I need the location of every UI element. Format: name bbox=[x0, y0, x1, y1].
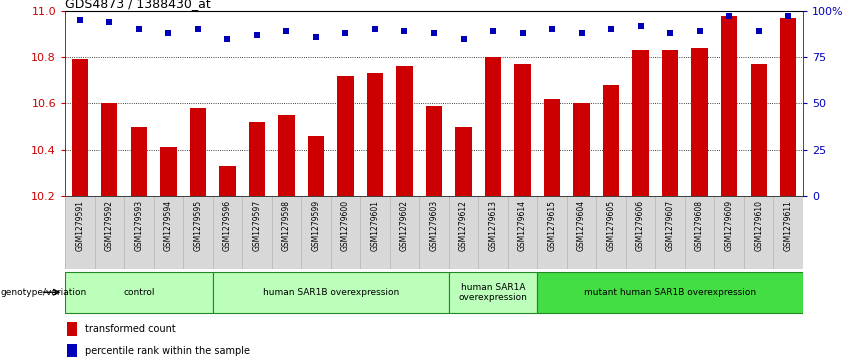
Text: mutant human SAR1B overexpression: mutant human SAR1B overexpression bbox=[584, 288, 756, 297]
Text: GSM1279596: GSM1279596 bbox=[223, 200, 232, 251]
Bar bbox=[65, 272, 213, 313]
Bar bbox=[308, 136, 324, 196]
Point bbox=[368, 26, 382, 32]
Text: control: control bbox=[123, 288, 155, 297]
Text: GSM1279606: GSM1279606 bbox=[636, 200, 645, 251]
Point bbox=[191, 26, 205, 32]
Point bbox=[250, 32, 264, 38]
Bar bbox=[338, 76, 353, 196]
Text: GSM1279615: GSM1279615 bbox=[548, 200, 556, 250]
Point bbox=[279, 28, 293, 34]
Bar bbox=[485, 57, 501, 196]
Bar bbox=[279, 115, 294, 196]
Bar bbox=[603, 85, 619, 196]
Bar bbox=[544, 99, 560, 196]
Text: GSM1279608: GSM1279608 bbox=[695, 200, 704, 250]
Point bbox=[73, 17, 87, 23]
Text: GSM1279603: GSM1279603 bbox=[430, 200, 438, 251]
Point bbox=[427, 30, 441, 36]
Bar bbox=[161, 147, 176, 196]
Text: GSM1279605: GSM1279605 bbox=[607, 200, 615, 251]
Bar bbox=[367, 73, 383, 196]
Point bbox=[604, 26, 618, 32]
Text: GSM1279611: GSM1279611 bbox=[784, 200, 792, 250]
Bar bbox=[456, 127, 471, 196]
Bar bbox=[633, 50, 648, 196]
Point bbox=[634, 23, 648, 29]
Point bbox=[220, 36, 234, 41]
Point bbox=[339, 30, 352, 36]
Bar bbox=[131, 127, 147, 196]
Point bbox=[516, 30, 529, 36]
Point bbox=[486, 28, 500, 34]
Point bbox=[663, 30, 677, 36]
Bar bbox=[780, 18, 796, 196]
Point bbox=[781, 13, 795, 19]
Text: GSM1279600: GSM1279600 bbox=[341, 200, 350, 251]
Bar bbox=[721, 16, 737, 196]
Bar bbox=[67, 322, 77, 336]
Point bbox=[545, 26, 559, 32]
Text: GSM1279612: GSM1279612 bbox=[459, 200, 468, 250]
Text: GDS4873 / 1388430_at: GDS4873 / 1388430_at bbox=[65, 0, 211, 10]
Bar bbox=[397, 66, 412, 196]
Bar bbox=[574, 103, 589, 196]
Text: GSM1279607: GSM1279607 bbox=[666, 200, 674, 251]
Text: GSM1279614: GSM1279614 bbox=[518, 200, 527, 250]
Text: GSM1279597: GSM1279597 bbox=[253, 200, 261, 251]
Bar bbox=[426, 106, 442, 196]
Bar bbox=[220, 166, 235, 196]
Text: GSM1279598: GSM1279598 bbox=[282, 200, 291, 250]
Point bbox=[457, 36, 470, 41]
Point bbox=[102, 19, 116, 25]
Bar bbox=[213, 272, 449, 313]
Bar bbox=[72, 60, 88, 196]
Point bbox=[752, 28, 766, 34]
Point bbox=[693, 28, 707, 34]
Text: human SAR1A
overexpression: human SAR1A overexpression bbox=[458, 283, 528, 302]
Bar bbox=[190, 108, 206, 196]
Bar bbox=[751, 64, 766, 196]
Text: GSM1279592: GSM1279592 bbox=[105, 200, 114, 250]
Bar bbox=[515, 64, 530, 196]
Text: GSM1279601: GSM1279601 bbox=[371, 200, 379, 250]
Bar bbox=[249, 122, 265, 196]
Bar bbox=[67, 344, 77, 357]
Bar bbox=[662, 50, 678, 196]
Point bbox=[575, 30, 589, 36]
Text: GSM1279613: GSM1279613 bbox=[489, 200, 497, 250]
Text: GSM1279591: GSM1279591 bbox=[76, 200, 84, 250]
Text: transformed count: transformed count bbox=[85, 324, 176, 334]
Point bbox=[722, 13, 736, 19]
Text: GSM1279593: GSM1279593 bbox=[135, 200, 143, 251]
Point bbox=[132, 26, 146, 32]
Text: percentile rank within the sample: percentile rank within the sample bbox=[85, 346, 250, 356]
Text: GSM1279602: GSM1279602 bbox=[400, 200, 409, 250]
Text: GSM1279609: GSM1279609 bbox=[725, 200, 733, 251]
Text: GSM1279595: GSM1279595 bbox=[194, 200, 202, 251]
Text: human SAR1B overexpression: human SAR1B overexpression bbox=[263, 288, 398, 297]
Bar bbox=[102, 103, 117, 196]
Bar bbox=[537, 272, 803, 313]
Text: genotype/variation: genotype/variation bbox=[1, 288, 87, 297]
Text: GSM1279604: GSM1279604 bbox=[577, 200, 586, 251]
Bar bbox=[692, 48, 707, 196]
Text: GSM1279594: GSM1279594 bbox=[164, 200, 173, 251]
Point bbox=[309, 34, 323, 40]
Point bbox=[398, 28, 411, 34]
Point bbox=[161, 30, 175, 36]
Text: GSM1279599: GSM1279599 bbox=[312, 200, 320, 251]
Bar bbox=[449, 272, 537, 313]
Text: GSM1279610: GSM1279610 bbox=[754, 200, 763, 250]
